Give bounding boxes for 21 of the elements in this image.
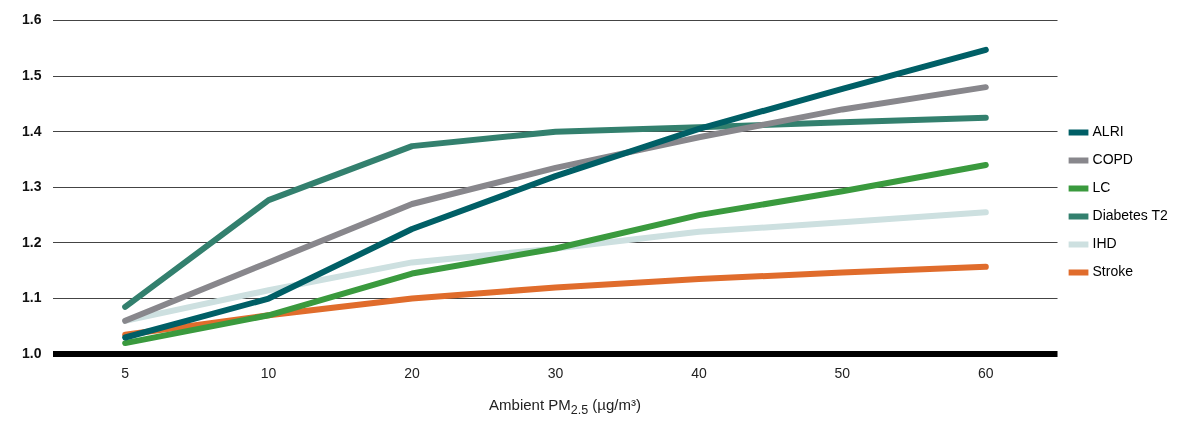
legend-label: Diabetes T2: [1092, 207, 1168, 224]
x-tick-label: 50: [834, 365, 851, 382]
x-tick-label: 40: [691, 365, 707, 382]
y-tick-label: 1.4: [21, 122, 42, 139]
y-tick-label: 1.5: [21, 66, 42, 83]
legend-label: IHD: [1092, 235, 1117, 252]
legend-label: COPD: [1092, 151, 1133, 168]
y-tick-label: 1.3: [21, 178, 42, 195]
x-tick-label: 30: [547, 365, 564, 382]
legend-label: Stroke: [1092, 263, 1134, 280]
y-tick-label: 1.0: [21, 345, 42, 362]
x-tick-label: 5: [121, 365, 130, 382]
x-tick-label: 60: [978, 365, 994, 382]
x-axis-title: Ambient PM$_{2.5}$ (µg/m³): [488, 396, 642, 417]
x-tick-label: 20: [404, 365, 421, 382]
y-tick-label: 1.1: [21, 289, 42, 306]
legend-label: ALRI: [1092, 123, 1124, 140]
y-tick-label: 1.2: [21, 233, 42, 250]
legend-label: LC: [1092, 179, 1111, 196]
x-tick-label: 10: [260, 365, 277, 382]
y-tick-label: 1.6: [21, 11, 42, 28]
